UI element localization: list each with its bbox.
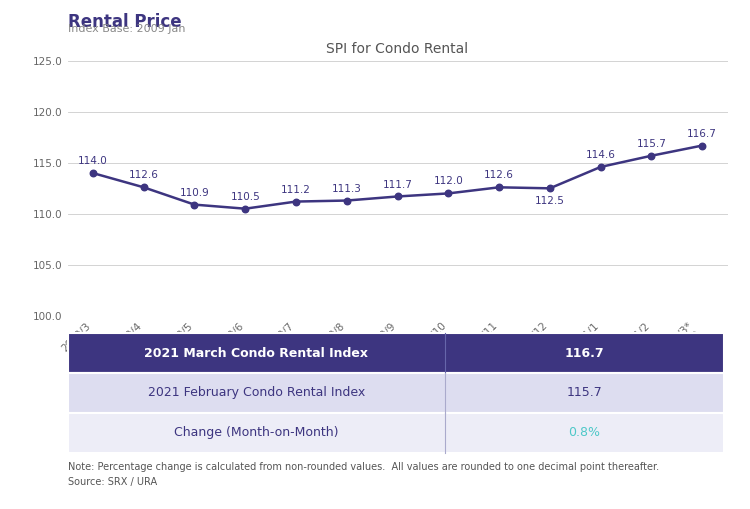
Text: 2021 March Condo Rental Index: 2021 March Condo Rental Index xyxy=(144,347,368,360)
Point xyxy=(645,152,657,160)
Text: 116.7: 116.7 xyxy=(687,129,717,138)
Text: 111.7: 111.7 xyxy=(382,180,412,189)
Text: 110.5: 110.5 xyxy=(230,192,260,202)
Point xyxy=(138,183,150,191)
Text: 116.7: 116.7 xyxy=(565,347,604,360)
Point xyxy=(188,201,200,209)
Text: 115.7: 115.7 xyxy=(566,386,602,400)
Text: 112.0: 112.0 xyxy=(433,177,464,186)
Text: 110.9: 110.9 xyxy=(179,188,209,197)
Point xyxy=(696,142,708,150)
Point xyxy=(87,169,99,177)
Text: Index Base: 2009 Jan: Index Base: 2009 Jan xyxy=(68,24,185,35)
Text: Rental Price: Rental Price xyxy=(68,13,182,31)
Text: 112.5: 112.5 xyxy=(535,196,565,206)
Text: 114.6: 114.6 xyxy=(586,150,616,160)
Text: 112.6: 112.6 xyxy=(129,171,158,180)
Point xyxy=(290,197,302,206)
Text: Note: Percentage change is calculated from non-rounded values.  All values are r: Note: Percentage change is calculated fr… xyxy=(68,462,658,472)
Text: 2021 February Condo Rental Index: 2021 February Condo Rental Index xyxy=(148,386,364,400)
Point xyxy=(340,196,352,205)
Title: SPI for Condo Rental: SPI for Condo Rental xyxy=(326,42,469,56)
Point xyxy=(392,192,404,201)
Text: Source: SRX / URA: Source: SRX / URA xyxy=(68,477,157,487)
Text: 115.7: 115.7 xyxy=(637,139,666,149)
Text: 111.2: 111.2 xyxy=(281,185,311,194)
Text: Change (Month-on-Month): Change (Month-on-Month) xyxy=(174,426,338,439)
Text: 111.3: 111.3 xyxy=(332,184,362,193)
Text: 114.0: 114.0 xyxy=(78,156,108,166)
Point xyxy=(442,189,454,197)
Text: 112.6: 112.6 xyxy=(484,171,514,180)
Point xyxy=(239,205,251,213)
Point xyxy=(544,184,556,192)
Point xyxy=(595,163,607,171)
Point xyxy=(493,183,505,191)
Text: 0.8%: 0.8% xyxy=(568,426,600,439)
